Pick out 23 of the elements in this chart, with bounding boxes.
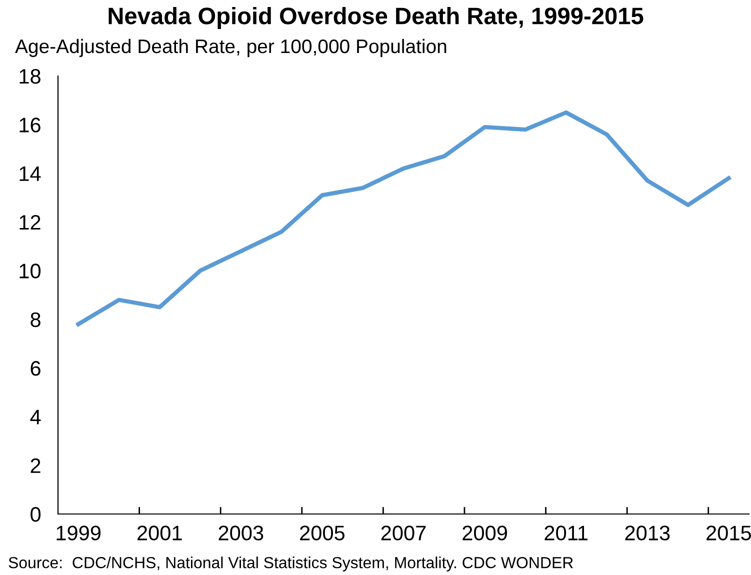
y-tick-label: 10 [20,264,41,278]
y-tick-label: 6 [30,361,40,376]
x-tick-label: 2011 [544,526,588,540]
y-tick-label: 4 [30,410,41,424]
y-tick-label: 2 [30,458,40,473]
y-tick-label: 18 [20,69,40,84]
source-note: Source: CDC/NCHS, National Vital Statistics System, Mortality. CDC WONDER [8,556,573,572]
y-axis-title: Age-Adjusted Death Rate, per 100,000 Population [15,38,446,58]
y-tick-label: 0 [30,507,41,522]
x-tick-label: 2013 [625,526,670,540]
x-tick-label: 2015 [706,526,751,540]
x-tick-label: 2005 [300,526,345,540]
line-series [76,110,731,326]
x-tick-label: 2003 [218,526,264,540]
y-tick-label: 16 [20,118,40,132]
y-tick-label: 8 [30,312,40,328]
y-tick-label: 14 [20,166,41,181]
y-tick-label: 12 [20,215,40,230]
chart-title: Nevada Opioid Overdose Death Rate, 1999-2015 [108,6,644,30]
x-tick-label: 1999 [56,526,101,540]
x-tick-label: 2001 [137,526,182,540]
x-tick-label: 2007 [381,526,426,540]
x-tick-label: 2009 [462,526,507,540]
